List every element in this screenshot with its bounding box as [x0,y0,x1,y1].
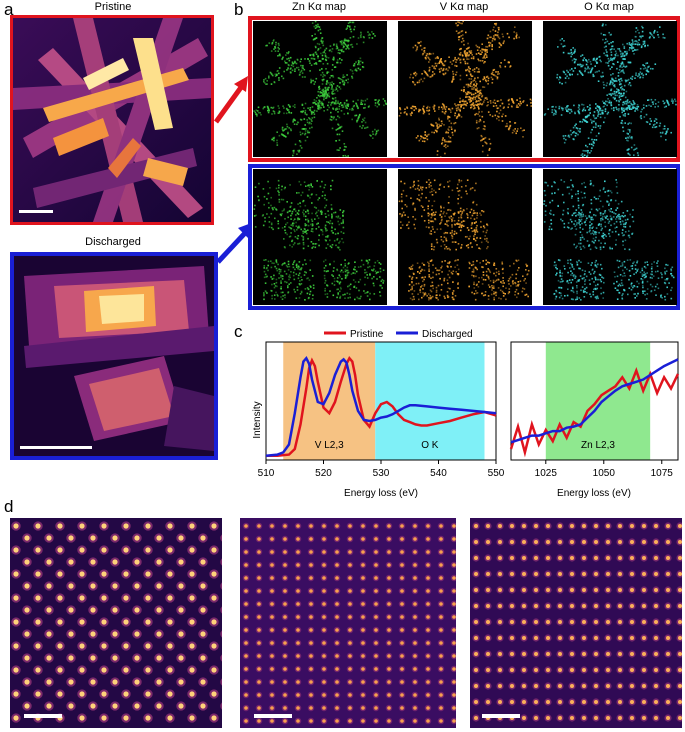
pristine-o-map [543,21,677,157]
pristine-v-map [398,21,532,157]
left-plot-tick-label-540: 540 [430,468,447,479]
left-plot-tick-label-510: 510 [258,468,275,479]
panel-label-c: c [234,322,243,341]
left-plot-tick-label-550: 550 [488,468,505,479]
legend-discharged-label: Discharged [422,329,473,340]
discharged-image-frame [10,252,218,460]
haadf-image-3 [470,518,682,728]
discharged-scalebar [20,446,92,449]
haadf-image-1 [10,518,222,728]
right-plot-series-discharged [510,358,679,444]
right-plot-tick-label-1075: 1075 [651,468,674,479]
y-axis-label: Intensity [252,401,263,438]
discharged-o-map [543,169,677,305]
x-axis-label-right: Energy loss (eV) [557,488,631,499]
left-plot-tick-label-530: 530 [373,468,390,479]
x-axis-label-left: Energy loss (eV) [344,488,418,499]
panel-label-b: b [234,0,244,19]
pristine-connector-arrow [213,76,248,124]
pristine-micrograph [13,18,211,222]
zn-l23-region-label: Zn L2,3 [581,440,615,451]
scalebar-d1 [24,714,62,718]
left-plot-tick-label-520: 520 [315,468,332,479]
panel-label-a: a [4,0,14,19]
pristine-zn-map [253,21,387,157]
v-map-title: V Kα map [439,1,489,13]
eels-spectra-chart: Pristine Discharged 510 520 530 540 550 V L2… [252,329,680,499]
scalebar-d3 [482,714,520,718]
zn-edge-plot: 1025 1050 1075 Zn L2,3 [509,341,680,479]
left-plot-region-1 [375,342,485,460]
haadf-image-2 [240,518,456,728]
discharged-zn-map [253,169,387,305]
panel-label-d: d [4,497,14,516]
legend-pristine-label: Pristine [350,329,384,340]
pristine-image-frame [10,15,214,225]
pristine-title: Pristine [94,1,132,13]
v-l23-region-label: V L2,3 [315,440,344,451]
right-plot-tick-label-1025: 1025 [535,468,558,479]
scalebar-d2 [254,714,292,718]
left-plot-series-discharged [265,355,497,458]
discharged-title: Discharged [85,236,141,248]
o-map-title: O Kα map [584,1,634,13]
pristine-scalebar [19,210,53,213]
discharged-micrograph [14,256,214,456]
right-plot-tick-label-1050: 1050 [593,468,616,479]
o-k-region-label: O K [421,440,439,451]
v-o-edge-plot: 510 520 530 540 550 V L2,3 O K [258,341,505,479]
zn-map-title: Zn Kα map [291,1,347,13]
discharged-v-map [398,169,532,305]
